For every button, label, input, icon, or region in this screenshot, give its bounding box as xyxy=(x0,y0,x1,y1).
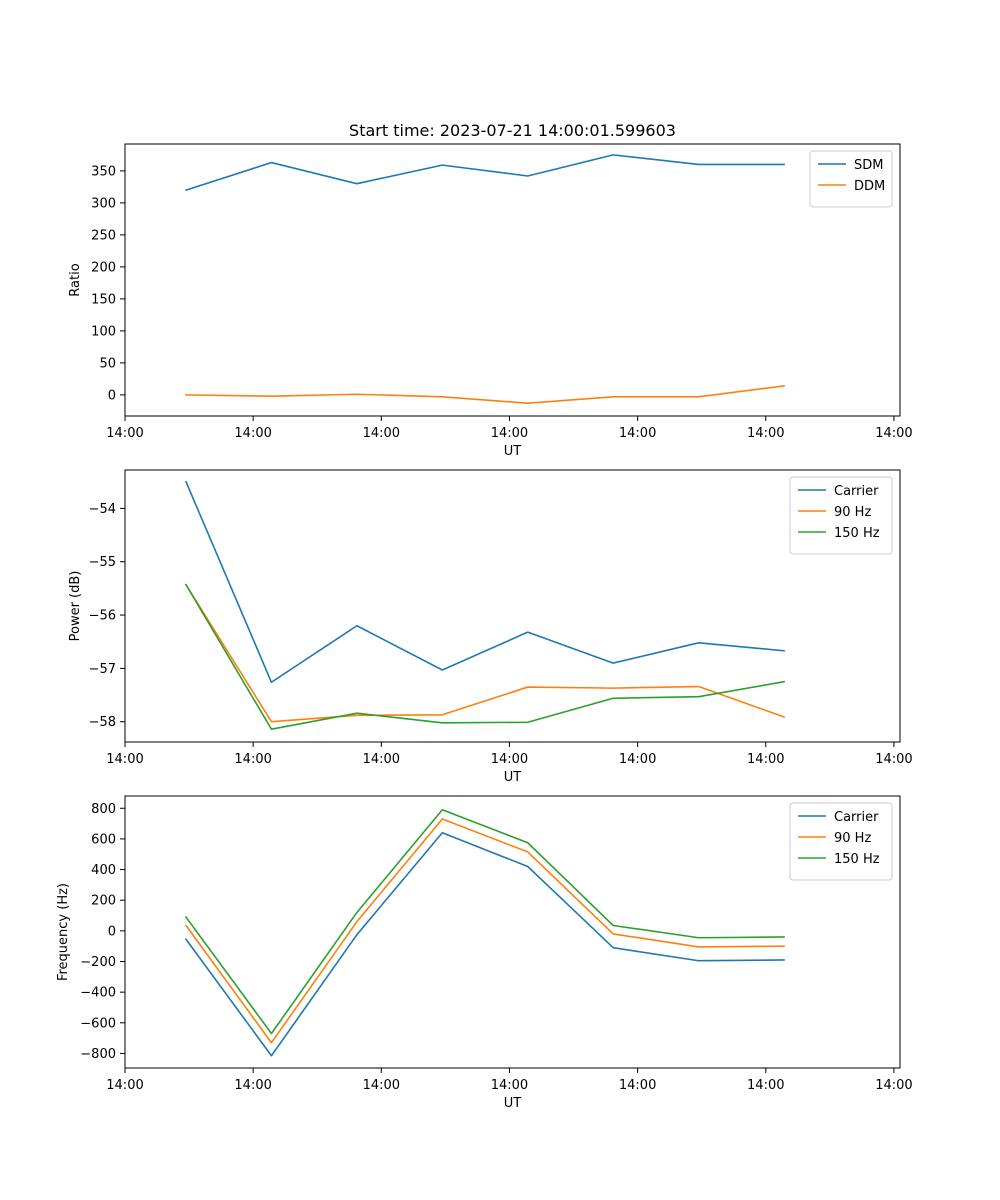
legend: SDM DDM xyxy=(809,150,893,208)
y-tick-label: 800 xyxy=(91,802,116,817)
legend-label: 90 Hz xyxy=(834,831,871,846)
legend-label: 90 Hz xyxy=(834,505,871,520)
x-tick-label: 14:00 xyxy=(234,1078,271,1093)
y-tick-label: −800 xyxy=(80,1047,116,1062)
series-line-carrier xyxy=(184,480,785,684)
series-line-ddm xyxy=(185,385,785,405)
series-line-150-hz xyxy=(184,583,785,731)
chart-panel-2: 14:0014:0014:0014:0014:0014:0014:0014:01… xyxy=(68,469,913,785)
series-line-150-hz xyxy=(184,808,785,1035)
axes-frame xyxy=(124,795,901,1069)
y-tick-label: 350 xyxy=(91,164,116,179)
chart-panel-3: 14:0014:0014:0014:0014:0014:0014:0014:01… xyxy=(56,795,913,1111)
series-line-carrier xyxy=(184,831,785,1057)
y-tick-label: −600 xyxy=(80,1016,116,1031)
y-axis-label: Frequency (Hz) xyxy=(56,883,71,981)
y-tick-label: −200 xyxy=(80,955,116,970)
series-line-90-hz xyxy=(184,818,785,1044)
x-tick-label: 14:00 xyxy=(234,752,271,767)
legend-box xyxy=(809,150,893,208)
y-axis-label: Power (dB) xyxy=(68,571,83,642)
x-tick-label: 14:00 xyxy=(491,752,528,767)
legend-label: 150 Hz xyxy=(834,526,880,541)
y-tick-label: −56 xyxy=(89,609,116,624)
axes-frame xyxy=(124,469,901,743)
x-tick-label: 14:00 xyxy=(491,426,528,441)
y-tick-label: −54 xyxy=(89,502,116,517)
x-tick-label: 14:00 xyxy=(491,1078,528,1093)
y-tick-label: −58 xyxy=(89,715,116,730)
x-tick-label: 14:00 xyxy=(619,426,656,441)
x-tick-label: 14:00 xyxy=(875,426,912,441)
x-tick-label: 14:00 xyxy=(106,426,143,441)
x-tick-label: 14:00 xyxy=(363,1078,400,1093)
x-tick-label: 14:00 xyxy=(747,1078,784,1093)
x-axis-label: UT xyxy=(504,1096,522,1111)
y-tick-label: 200 xyxy=(91,894,116,909)
series-line-90-hz xyxy=(184,583,786,723)
y-tick-label: 100 xyxy=(91,324,116,339)
y-tick-label: 50 xyxy=(99,356,116,371)
x-tick-label: 14:00 xyxy=(106,752,143,767)
y-tick-label: −57 xyxy=(89,662,116,677)
x-tick-label: 14:00 xyxy=(875,752,912,767)
legend-label: Carrier xyxy=(834,484,879,499)
chart-title: Start time: 2023-07-21 14:00:01.599603 xyxy=(349,121,676,140)
x-tick-label: 14:00 xyxy=(363,752,400,767)
y-tick-label: 600 xyxy=(91,832,116,847)
legend-label: SDM xyxy=(854,158,883,173)
x-axis-label: UT xyxy=(504,444,522,459)
x-tick-label: 14:00 xyxy=(619,752,656,767)
y-tick-label: 0 xyxy=(108,388,116,403)
x-tick-label: 14:00 xyxy=(875,1078,912,1093)
y-tick-label: 300 xyxy=(91,196,116,211)
legend-box xyxy=(789,802,893,881)
x-tick-label: 14:00 xyxy=(619,1078,656,1093)
x-tick-label: 14:00 xyxy=(363,426,400,441)
legend-label: Carrier xyxy=(834,810,879,825)
legend-label: 150 Hz xyxy=(834,852,880,867)
legend: Carrier 90 Hz 150 Hz xyxy=(789,802,893,881)
y-tick-label: 250 xyxy=(91,228,116,243)
y-tick-label: 150 xyxy=(91,292,116,307)
series-line-sdm xyxy=(184,154,785,192)
y-tick-label: 400 xyxy=(91,863,116,878)
chart-panel-1: Start time: 2023-07-21 14:00:01.599603 14… xyxy=(68,121,913,459)
legend: Carrier 90 Hz 150 Hz xyxy=(789,476,893,555)
x-tick-label: 14:00 xyxy=(747,752,784,767)
y-tick-label: 200 xyxy=(91,260,116,275)
y-tick-label: 0 xyxy=(108,924,116,939)
y-tick-label: −55 xyxy=(89,555,116,570)
y-tick-label: −400 xyxy=(80,986,116,1001)
x-tick-label: 14:00 xyxy=(747,426,784,441)
x-axis-label: UT xyxy=(504,770,522,785)
axes-frame xyxy=(124,143,901,417)
y-axis-label: Ratio xyxy=(68,263,83,296)
x-tick-label: 14:00 xyxy=(106,1078,143,1093)
legend-box xyxy=(789,476,893,555)
legend-label: DDM xyxy=(854,179,885,194)
x-tick-label: 14:00 xyxy=(234,426,271,441)
